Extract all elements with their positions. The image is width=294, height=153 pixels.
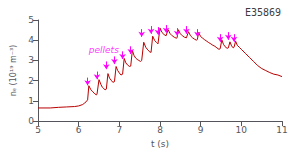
svg-text:3: 3 xyxy=(28,55,34,65)
svg-text:11: 11 xyxy=(276,125,287,135)
svg-text:0: 0 xyxy=(28,116,34,126)
svg-text:nₑ (10¹⁹ m⁻³): nₑ (10¹⁹ m⁻³) xyxy=(9,45,18,97)
svg-text:pellets: pellets xyxy=(88,45,119,55)
svg-text:8: 8 xyxy=(157,125,163,135)
svg-text:1: 1 xyxy=(28,96,34,106)
svg-text:6: 6 xyxy=(76,125,82,135)
svg-text:5: 5 xyxy=(28,15,34,25)
svg-text:2: 2 xyxy=(28,76,34,86)
svg-text:t (s): t (s) xyxy=(151,139,169,149)
svg-text:7: 7 xyxy=(116,125,122,135)
svg-text:5: 5 xyxy=(35,125,41,135)
svg-text:4: 4 xyxy=(28,35,34,45)
svg-text:E35869: E35869 xyxy=(245,7,281,18)
svg-text:9: 9 xyxy=(198,125,204,135)
svg-text:10: 10 xyxy=(236,125,248,135)
